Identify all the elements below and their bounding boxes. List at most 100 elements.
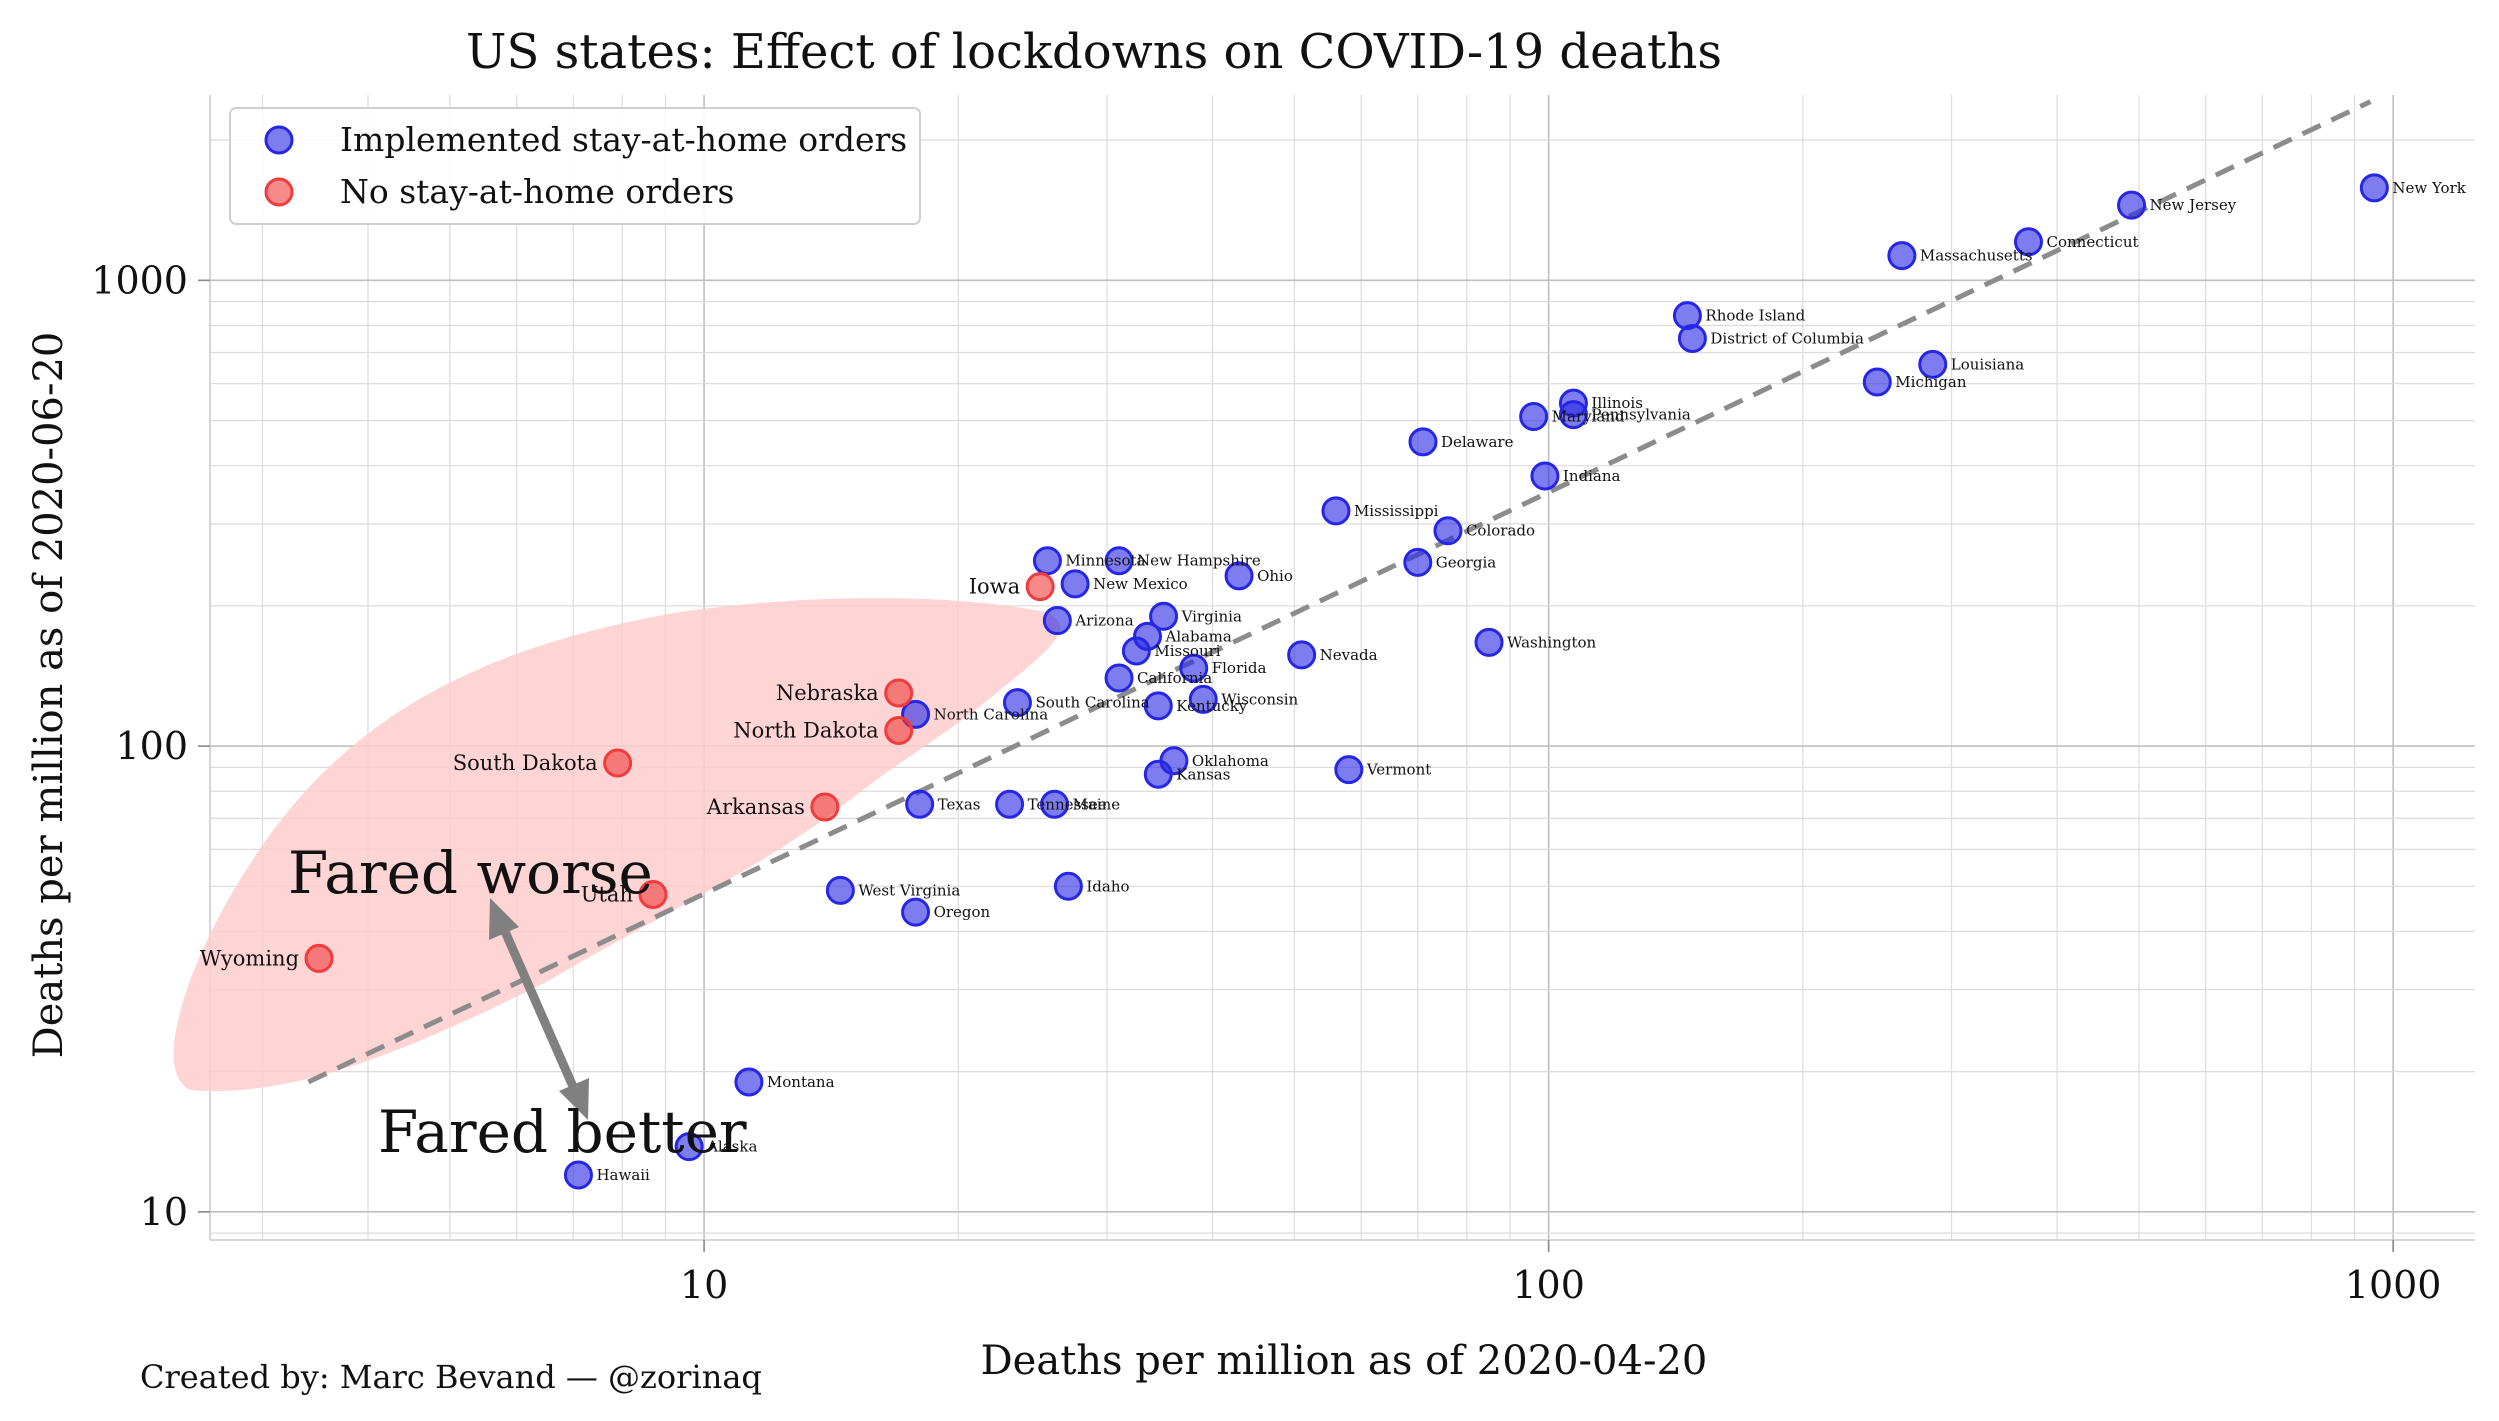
data-point xyxy=(1677,324,1707,354)
data-point xyxy=(1149,601,1179,631)
legend-box xyxy=(229,107,921,225)
x-axis-label: Deaths per million as of 2020-04-20 xyxy=(981,1338,1708,1384)
data-label: Ohio xyxy=(1257,567,1293,585)
data-point xyxy=(1060,569,1090,599)
data-label: Oklahoma xyxy=(1192,752,1269,770)
data-point xyxy=(638,880,668,910)
data-point xyxy=(2117,190,2147,220)
data-point xyxy=(1104,663,1134,693)
data-label: Louisiana xyxy=(1951,355,2025,373)
data-label: Wisconsin xyxy=(1221,690,1298,708)
data-point xyxy=(1143,759,1173,789)
data-label: Kentucky xyxy=(1176,697,1248,715)
data-point xyxy=(1918,349,1948,379)
data-point xyxy=(1053,871,1083,901)
data-point xyxy=(1558,400,1588,430)
axes: 10 100 1000 10 100 1000 xyxy=(91,95,2475,1307)
data-label: Missouri xyxy=(1154,642,1220,660)
data-point xyxy=(884,716,914,746)
data-label: Iowa xyxy=(969,575,1020,599)
data-point xyxy=(825,875,855,905)
data-point xyxy=(1403,547,1433,577)
data-label: Florida xyxy=(1212,659,1267,677)
data-label: Delaware xyxy=(1441,433,1514,451)
data-label: Montana xyxy=(767,1073,835,1091)
data-label: Alabama xyxy=(1164,627,1231,645)
data-point xyxy=(1040,789,1070,819)
data-label: Virginia xyxy=(1181,607,1242,625)
data-point xyxy=(734,1067,764,1097)
legend-label-stay-at-home: Implemented stay-at-home orders xyxy=(340,120,907,159)
data-label: North Dakota xyxy=(733,719,878,743)
data-label: Kansas xyxy=(1176,765,1230,783)
data-label: Hawaii xyxy=(596,1166,650,1184)
data-label: Maine xyxy=(1073,795,1121,813)
data-label: Tennessee xyxy=(1028,795,1107,813)
data-point xyxy=(2359,173,2389,203)
x-tick-label: 100 xyxy=(1512,1263,1585,1307)
credit-text: Created by: Marc Bevand — @zorinaq xyxy=(140,1358,762,1396)
y-axis-label: Deaths per million as of 2020-06-20 xyxy=(26,332,72,1059)
data-label: Mississippi xyxy=(1354,502,1439,520)
data-point xyxy=(884,678,914,708)
data-label: New Jersey xyxy=(2150,196,2237,214)
legend-marker-stay-at-home xyxy=(264,125,294,155)
data-point xyxy=(1042,606,1072,636)
data-label: Illinois xyxy=(1591,394,1643,412)
data-point xyxy=(1179,653,1209,683)
data-label: Arizona xyxy=(1074,612,1133,630)
data-label: Colorado xyxy=(1466,522,1535,540)
data-point xyxy=(1887,241,1917,271)
data-point xyxy=(810,792,840,822)
data-label: Wyoming xyxy=(200,946,299,970)
data-point xyxy=(1530,461,1560,491)
data-label: Pennsylvania xyxy=(1591,406,1690,424)
data-point xyxy=(304,943,334,973)
data-label: Oregon xyxy=(934,903,991,921)
legend-marker-no-stay-at-home xyxy=(264,177,294,207)
chart-title: US states: Effect of lockdowns on COVID-… xyxy=(466,24,1722,80)
data-label: California xyxy=(1137,669,1212,687)
data-point xyxy=(674,1132,704,1162)
data-label: Idaho xyxy=(1086,877,1129,895)
data-point xyxy=(901,897,931,927)
data-label: Nevada xyxy=(1320,646,1378,664)
data-label: Rhode Island xyxy=(1705,307,1805,325)
data-point xyxy=(1408,427,1438,457)
fared-worse-region xyxy=(173,598,1061,1092)
data-point xyxy=(1121,636,1151,666)
data-points xyxy=(304,173,2389,1190)
y-tick-label: 10 xyxy=(140,1190,188,1234)
data-point xyxy=(1474,627,1504,657)
fared-worse-label: Fared worse xyxy=(288,839,653,907)
data-label: Indiana xyxy=(1563,467,1621,485)
data-label: Maryland xyxy=(1552,408,1625,426)
data-label: Arkansas xyxy=(706,795,805,819)
data-point xyxy=(905,789,935,819)
data-point xyxy=(1519,402,1549,432)
data-point xyxy=(1287,640,1317,670)
data-label: New Mexico xyxy=(1093,575,1188,593)
legend: Implemented stay-at-home orders No stay-… xyxy=(229,107,921,225)
data-point xyxy=(1104,546,1134,576)
data-label: Vermont xyxy=(1366,761,1431,779)
data-label: South Carolina xyxy=(1035,694,1149,712)
x-tick-label: 10 xyxy=(680,1263,728,1307)
data-label: South Dakota xyxy=(453,751,598,775)
data-point xyxy=(1433,516,1463,546)
data-label: District of Columbia xyxy=(1710,330,1864,348)
data-label: Texas xyxy=(938,795,981,813)
data-point xyxy=(1143,691,1173,721)
data-point xyxy=(2013,227,2043,257)
data-label: Michigan xyxy=(1895,373,1967,391)
data-label: West Virginia xyxy=(858,881,960,899)
data-label: Utah xyxy=(581,883,633,907)
data-label: Alaska xyxy=(706,1138,757,1156)
data-point xyxy=(995,789,1025,819)
y-tick-label: 1000 xyxy=(91,258,188,302)
data-point xyxy=(1025,572,1055,602)
grid xyxy=(210,95,2475,1240)
legend-label-no-stay-at-home: No stay-at-home orders xyxy=(340,172,734,211)
data-label: Connecticut xyxy=(2046,233,2138,251)
